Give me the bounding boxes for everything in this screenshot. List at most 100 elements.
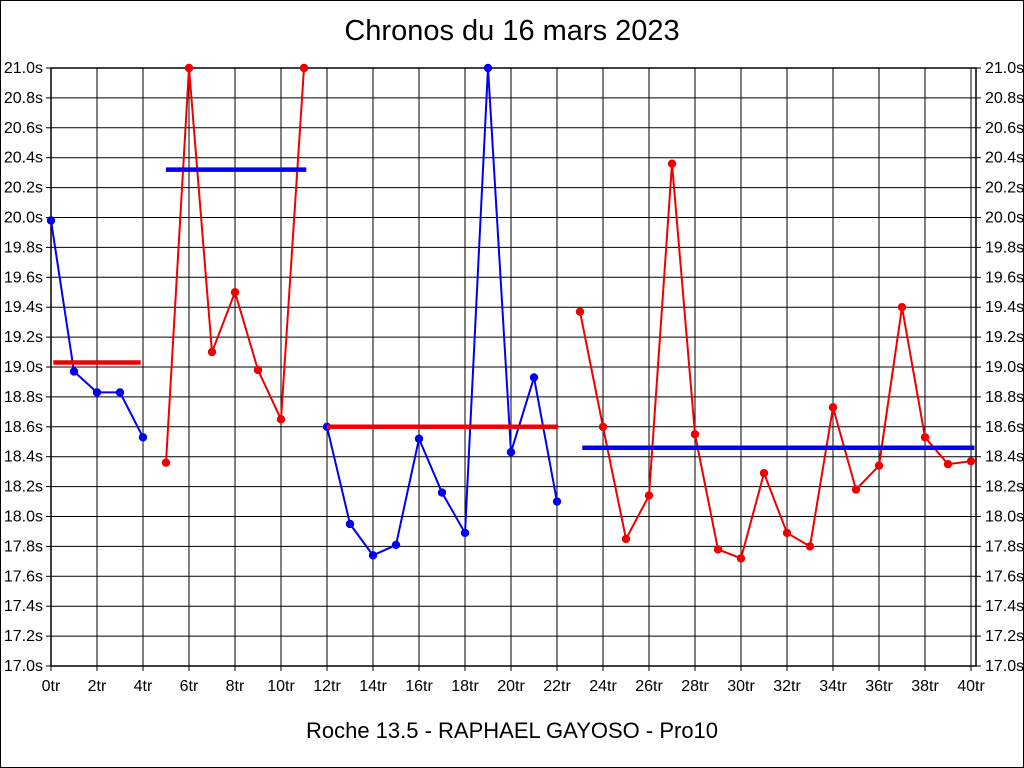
series-stint-4-line xyxy=(579,162,972,560)
series-stint-3-point xyxy=(460,528,470,538)
series-stint-4-point xyxy=(644,491,654,500)
series-stint-4-point xyxy=(874,461,884,470)
series-stint-2-point xyxy=(276,415,286,424)
y-axis-label-left: 20.6s xyxy=(4,120,43,137)
x-axis-label: 4tr xyxy=(134,678,153,695)
y-axis-label-right: 18.6s xyxy=(985,419,1024,436)
series-stint-4-point xyxy=(575,307,585,316)
plot-frame xyxy=(50,67,977,667)
series-stint-4-point xyxy=(621,534,631,544)
chart-footer: Roche 13.5 - RAPHAEL GAYOSO - Pro10 xyxy=(305,718,719,743)
series-stint-4-point xyxy=(598,422,608,431)
series-stint-4-point xyxy=(782,528,792,538)
y-axis-label-left: 18.4s xyxy=(4,449,43,466)
y-axis-label-right: 19.8s xyxy=(985,239,1024,256)
y-axis-label-left: 19.8s xyxy=(4,239,43,256)
x-axis-label: 10tr xyxy=(267,678,295,695)
x-axis-label: 14tr xyxy=(359,678,387,695)
series-stint-2-point xyxy=(161,458,171,467)
series-stint-4-point xyxy=(828,403,838,412)
y-axis-label-right: 17.2s xyxy=(985,628,1024,645)
y-axis-label-right: 17.8s xyxy=(985,538,1024,555)
y-axis-label-left: 19.2s xyxy=(4,329,43,346)
y-axis-label-left: 17.4s xyxy=(4,598,43,615)
series-stint-3-line xyxy=(326,67,558,557)
series-stint-2-point xyxy=(184,63,194,73)
y-axis-label-right: 18.0s xyxy=(985,509,1024,526)
series-stint-2-point xyxy=(207,347,217,357)
series-stint-1-point xyxy=(69,367,79,376)
series-stint-3-point xyxy=(552,497,562,506)
series-stint-4-point xyxy=(920,433,930,442)
x-axis-label: 40tr xyxy=(957,678,985,695)
x-axis-label: 22tr xyxy=(543,678,571,695)
x-axis-label: 20tr xyxy=(497,678,525,695)
series-stint-1-point xyxy=(92,388,102,397)
series-stint-3-point xyxy=(437,488,447,497)
series-stint-3-point xyxy=(529,373,539,382)
x-axis-label: 18tr xyxy=(451,678,479,695)
series-stint-1-point xyxy=(46,216,56,225)
series-stint-4-point xyxy=(851,485,861,494)
y-axis-label-right: 19.0s xyxy=(985,359,1024,376)
series-stint-3-point xyxy=(414,434,424,443)
x-axis-label: 24tr xyxy=(589,678,617,695)
series-stint-3-point xyxy=(391,540,401,550)
y-axis-label-right: 17.0s xyxy=(985,658,1024,675)
y-axis-label-right: 17.6s xyxy=(985,568,1024,585)
series-stint-4-point xyxy=(690,430,700,439)
y-axis-label-right: 18.8s xyxy=(985,389,1024,406)
x-axis-label: 2tr xyxy=(88,678,107,695)
x-axis-label: 0tr xyxy=(42,678,61,695)
y-axis-label-right: 18.4s xyxy=(985,449,1024,466)
chart-title: Chronos du 16 mars 2023 xyxy=(344,15,680,47)
x-axis-label: 30tr xyxy=(727,678,755,695)
series-stint-4-point xyxy=(736,554,746,563)
y-axis-label-left: 21.0s xyxy=(4,60,43,77)
y-axis-label-right: 20.0s xyxy=(985,210,1024,227)
y-axis-label-left: 17.6s xyxy=(4,568,43,585)
y-axis-label-left: 20.4s xyxy=(4,150,43,167)
x-axis-label: 16tr xyxy=(405,678,433,695)
y-axis-label-right: 20.4s xyxy=(985,150,1024,167)
y-axis-label-left: 20.0s xyxy=(4,210,43,227)
y-axis-label-left: 19.6s xyxy=(4,269,43,286)
y-axis-label-left: 20.2s xyxy=(4,180,43,197)
y-axis-label-right: 21.0s xyxy=(985,60,1024,77)
y-axis-label-right: 18.2s xyxy=(985,479,1024,496)
series-stint-1-point xyxy=(138,433,148,442)
x-axis-label: 8tr xyxy=(226,678,245,695)
y-axis-label-left: 18.0s xyxy=(4,509,43,526)
y-axis-label-left: 17.8s xyxy=(4,538,43,555)
series-stint-4-point xyxy=(667,159,677,168)
series-stint-4-point xyxy=(759,468,769,478)
y-axis-label-right: 20.8s xyxy=(985,90,1024,107)
y-axis-label-right: 19.2s xyxy=(985,329,1024,346)
y-axis-label-left: 17.0s xyxy=(4,658,43,675)
x-axis-label: 12tr xyxy=(313,678,341,695)
y-axis-label-left: 19.4s xyxy=(4,299,43,316)
y-axis-label-left: 20.8s xyxy=(4,90,43,107)
x-axis-label: 38tr xyxy=(911,678,939,695)
series-stint-3-point xyxy=(345,519,355,529)
series-stint-3-point xyxy=(483,63,493,73)
y-axis-label-right: 20.2s xyxy=(985,180,1024,197)
y-axis-label-left: 18.8s xyxy=(4,389,43,406)
x-axis-label: 26tr xyxy=(635,678,663,695)
y-axis-label-right: 20.6s xyxy=(985,120,1024,137)
series-stint-2-point xyxy=(299,63,309,73)
y-axis-label-left: 19.0s xyxy=(4,359,43,376)
series-stint-4-point xyxy=(805,542,815,551)
x-axis-label: 28tr xyxy=(681,678,709,695)
y-axis-label-left: 18.2s xyxy=(4,479,43,496)
series-stint-4-point xyxy=(897,303,907,312)
y-axis-label-left: 18.6s xyxy=(4,419,43,436)
x-axis-label: 36tr xyxy=(865,678,893,695)
series-stint-2-point xyxy=(230,288,240,297)
y-axis-label-left: 17.2s xyxy=(4,628,43,645)
series-stint-4-point xyxy=(943,459,953,469)
series-stint-3-point xyxy=(506,448,516,457)
y-axis-label-right: 17.4s xyxy=(985,598,1024,615)
x-axis-label: 32tr xyxy=(773,678,801,695)
